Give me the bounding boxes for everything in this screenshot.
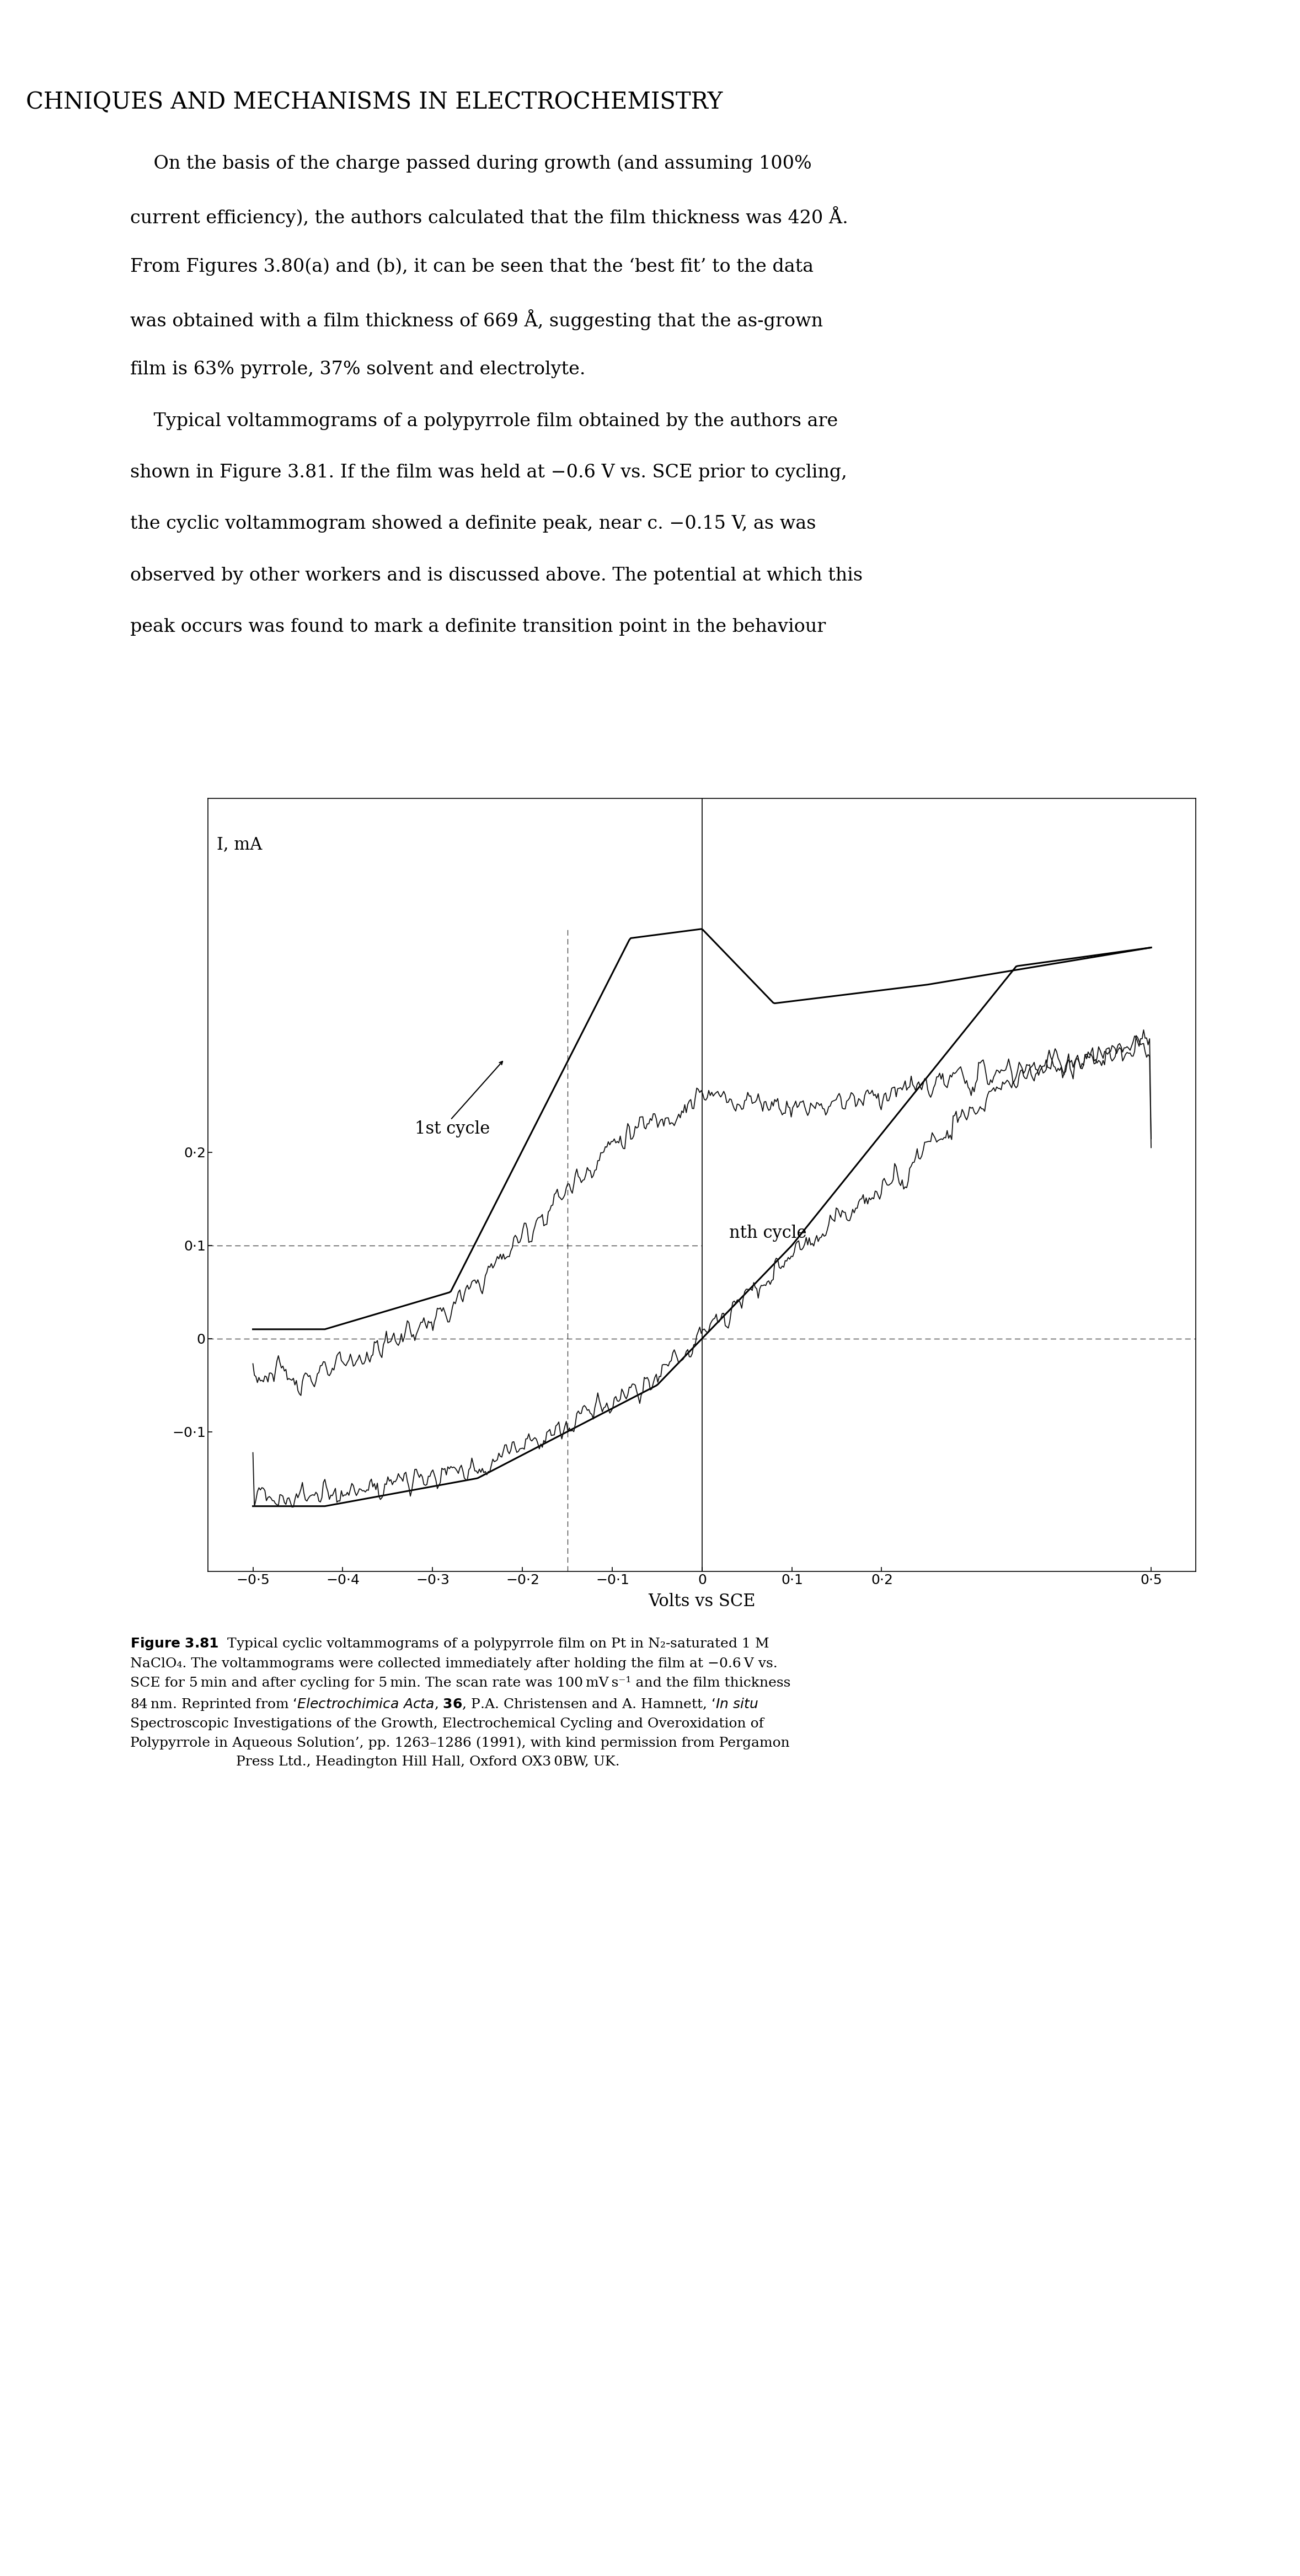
- Text: Typical voltammograms of a polypyrrole film obtained by the authors are: Typical voltammograms of a polypyrrole f…: [130, 412, 837, 430]
- Text: I, mA: I, mA: [217, 835, 263, 853]
- Text: On the basis of the charge passed during growth (and assuming 100%: On the basis of the charge passed during…: [130, 155, 811, 173]
- Text: nth cycle: nth cycle: [729, 1224, 806, 1242]
- Text: 1st cycle: 1st cycle: [415, 1121, 490, 1139]
- Text: the cyclic voltammogram showed a definite peak, near c. −0.15 V, as was: the cyclic voltammogram showed a definit…: [130, 515, 816, 533]
- X-axis label: Volts vs SCE: Volts vs SCE: [649, 1592, 755, 1610]
- Text: CHNIQUES AND MECHANISMS IN ELECTROCHEMISTRY: CHNIQUES AND MECHANISMS IN ELECTROCHEMIS…: [26, 90, 723, 113]
- Text: observed by other workers and is discussed above. The potential at which this: observed by other workers and is discuss…: [130, 567, 862, 585]
- Text: current efficiency), the authors calculated that the film thickness was 420 Å.: current efficiency), the authors calcula…: [130, 206, 848, 227]
- Text: film is 63% pyrrole, 37% solvent and electrolyte.: film is 63% pyrrole, 37% solvent and ele…: [130, 361, 585, 379]
- Text: was obtained with a film thickness of 669 Å, suggesting that the as-grown: was obtained with a film thickness of 66…: [130, 309, 823, 330]
- Text: peak occurs was found to mark a definite transition point in the behaviour: peak occurs was found to mark a definite…: [130, 618, 826, 636]
- Text: From Figures 3.80(a) and (b), it can be seen that the ‘best fit’ to the data: From Figures 3.80(a) and (b), it can be …: [130, 258, 814, 276]
- Text: $\mathbf{Figure\ 3.81}$  Typical cyclic voltammograms of a polypyrrole film on P: $\mathbf{Figure\ 3.81}$ Typical cyclic v…: [130, 1636, 790, 1767]
- Text: shown in Figure 3.81. If the film was held at −0.6 V vs. SCE prior to cycling,: shown in Figure 3.81. If the film was he…: [130, 464, 846, 482]
